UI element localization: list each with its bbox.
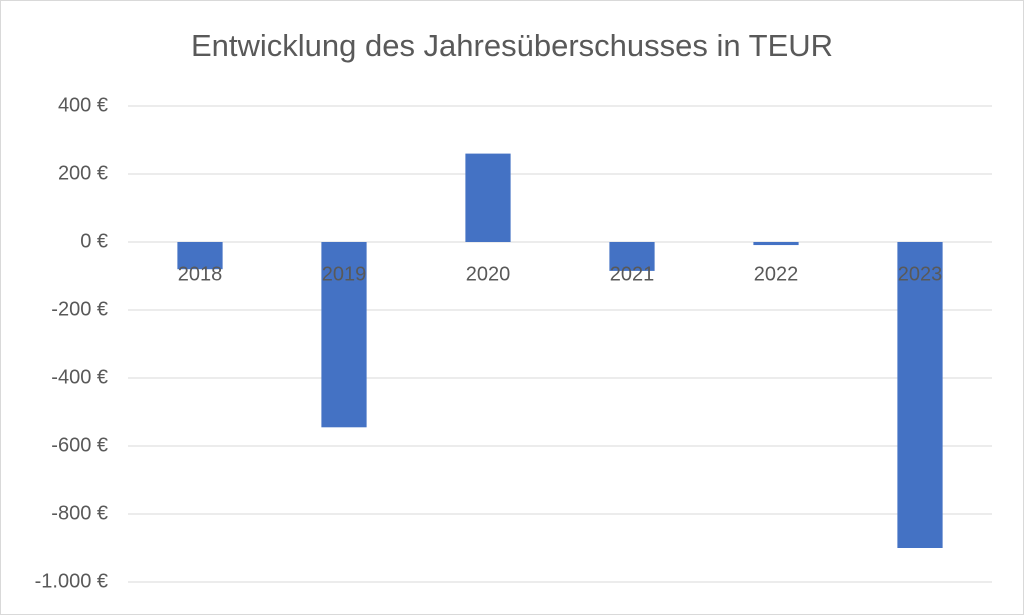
bar [753, 242, 799, 246]
y-tick-label: -1.000 € [35, 570, 108, 592]
y-tick-label: 400 € [58, 94, 108, 116]
y-tick-label: -800 € [51, 502, 108, 524]
bar [321, 242, 367, 428]
bar [609, 242, 655, 271]
bar [897, 242, 943, 548]
x-tick-label: 2020 [466, 263, 511, 285]
x-tick-label: 2018 [178, 263, 223, 285]
y-tick-label: -200 € [51, 298, 108, 320]
x-tick-label: 2023 [898, 263, 943, 285]
x-tick-label: 2019 [322, 263, 367, 285]
chart-title: Entwicklung des Jahresüberschusses in TE… [191, 28, 833, 63]
y-tick-label: 200 € [58, 162, 108, 184]
bar [177, 242, 223, 270]
x-tick-label: 2022 [754, 263, 799, 285]
y-tick-label: -400 € [51, 366, 108, 388]
y-tick-label: -600 € [51, 434, 108, 456]
y-tick-label: 0 € [80, 230, 108, 252]
bar [465, 153, 511, 242]
x-tick-label: 2021 [610, 263, 655, 285]
